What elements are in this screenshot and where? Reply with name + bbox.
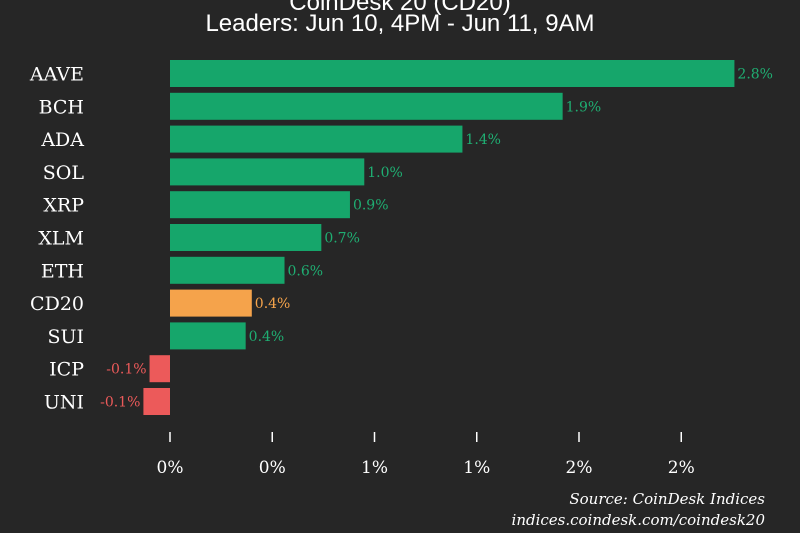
value-label-sui: 0.4%: [249, 329, 285, 345]
value-label-xlm: 0.7%: [324, 231, 360, 247]
x-tick-label-3: 1%: [463, 458, 490, 478]
value-label-bch: 1.9%: [566, 99, 602, 115]
bar-ada: [170, 125, 463, 153]
x-tick-label-1: 0%: [259, 458, 286, 478]
x-tick-label-0: 0%: [157, 458, 184, 478]
category-label-aave: AAVE: [29, 64, 84, 86]
value-label-icp: -0.1%: [106, 362, 146, 378]
value-label-uni: -0.1%: [100, 395, 140, 411]
source-url[interactable]: indices.coindesk.com/coindesk20: [511, 511, 765, 529]
bar-aave: [170, 60, 735, 87]
value-label-sol: 1.0%: [367, 165, 403, 181]
bar-sol: [170, 158, 365, 186]
value-label-cd20: 0.4%: [255, 296, 291, 312]
value-label-ada: 1.4%: [465, 132, 501, 148]
category-label-sol: SOL: [43, 162, 85, 184]
category-label-eth: ETH: [41, 260, 84, 282]
x-tick-label-2: 1%: [361, 458, 388, 478]
value-label-xrp: 0.9%: [353, 198, 389, 214]
category-label-cd20: CD20: [30, 293, 84, 315]
bar-uni: [143, 388, 170, 415]
bar-icp: [149, 355, 170, 383]
category-label-uni: UNI: [44, 392, 84, 414]
chart-title: CoinDesk 20 (CD20): [289, 0, 511, 16]
source-credit: Source: CoinDesk Indices: [569, 490, 765, 508]
bar-xrp: [170, 191, 350, 219]
category-label-icp: ICP: [49, 359, 84, 381]
chart-subtitle: Leaders: Jun 10, 4PM - Jun 11, 9AM: [205, 10, 595, 37]
bar-bch: [170, 92, 563, 120]
category-label-xrp: XRP: [43, 195, 84, 217]
bar-sui: [170, 322, 246, 350]
category-label-xlm: XLM: [38, 228, 84, 250]
value-label-aave: 2.8%: [737, 67, 773, 83]
category-label-sui: SUI: [47, 326, 84, 348]
value-label-eth: 0.6%: [288, 263, 324, 279]
bar-cd20: [170, 289, 252, 317]
category-label-ada: ADA: [40, 129, 84, 151]
category-label-bch: BCH: [39, 96, 84, 118]
x-axis: 0% 0% 1% 1% 2% 2%: [157, 432, 695, 478]
x-tick-label-5: 2%: [668, 458, 695, 478]
bar-eth: [170, 256, 285, 284]
bar-xlm: [170, 224, 322, 251]
x-tick-label-4: 2%: [566, 458, 593, 478]
bars-layer: AAVE 2.8% BCH 1.9% ADA 1.4% SOL 1.0% XRP 0.9% XLM 0…: [29, 60, 773, 415]
